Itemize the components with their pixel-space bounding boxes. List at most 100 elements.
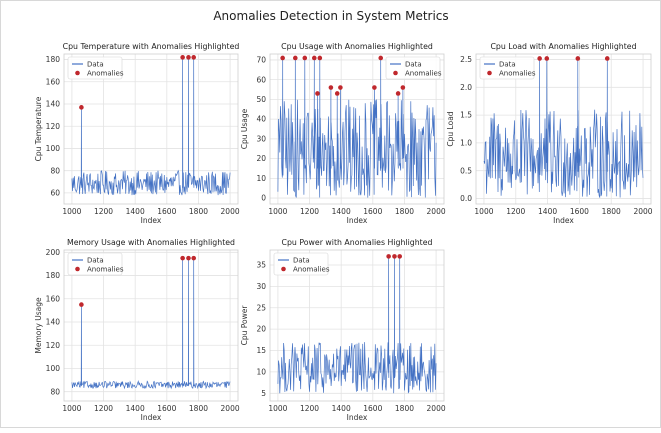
y-tick-label: 35 — [256, 261, 266, 270]
y-tick-label: 200 — [46, 248, 61, 257]
y-tick-label: 0.0 — [460, 194, 472, 203]
anomaly-point — [79, 302, 84, 307]
subplot-5: 1000 1200 1400 1600 1800 2000 5 10 15 20 25 30 35 Cpu… — [240, 238, 446, 422]
x-tick-label: 1200 — [94, 207, 113, 216]
series-line-data — [277, 57, 437, 198]
anomaly-point — [293, 55, 298, 61]
x-tick-label: 2000 — [221, 207, 240, 216]
x-tick-label: 1000 — [62, 207, 81, 216]
x-tick-label: 2000 — [427, 207, 446, 216]
x-axis-label: Index — [141, 216, 162, 225]
x-tick-label: 1800 — [395, 207, 414, 216]
x-tick-label: 1600 — [363, 404, 382, 413]
x-tick-label: 1000 — [268, 404, 287, 413]
y-tick-label: 0.5 — [460, 166, 472, 175]
x-tick-label: 1200 — [94, 404, 113, 413]
subplot-title: Cpu Usage with Anomalies Highlighted — [281, 42, 433, 51]
y-tick-label: 1.5 — [460, 111, 472, 120]
x-tick-label: 1600 — [157, 404, 176, 413]
y-tick-label: 15 — [256, 346, 266, 355]
x-axis-label: Index — [347, 216, 368, 225]
legend-label-anomalies: Anomalies — [87, 266, 124, 274]
y-tick-label: 70 — [256, 56, 266, 65]
x-tick-label: 2000 — [427, 404, 446, 413]
anomaly-point — [575, 56, 581, 61]
x-tick-label: 1400 — [332, 404, 351, 413]
subplot-title: Cpu Temperature with Anomalies Highlight… — [63, 42, 240, 51]
y-tick-label: 100 — [46, 364, 61, 373]
y-tick-label: 180 — [46, 55, 61, 64]
y-axis-label: Cpu Load — [446, 111, 455, 146]
subplot-3: 1000 1200 1400 1600 1800 2000 0.0 0.5 1.0 1.5 2.0 2… — [446, 42, 653, 225]
anomaly-point — [191, 55, 197, 60]
x-tick-label: 1000 — [268, 207, 287, 216]
anomaly-point — [180, 55, 185, 60]
x-tick-label: 1800 — [602, 207, 621, 216]
x-tick-label: 2000 — [633, 207, 652, 216]
legend-marker-anomalies — [487, 70, 492, 76]
y-tick-label: 2.0 — [460, 83, 472, 92]
plot-frame — [63, 53, 239, 205]
anomaly-point — [544, 56, 550, 61]
legend-marker-anomalies — [393, 70, 398, 76]
plot-frame — [269, 53, 445, 205]
anomaly-point — [378, 55, 384, 61]
y-axis-label: Cpu Power — [240, 305, 249, 346]
y-tick-label: 140 — [46, 100, 61, 109]
x-tick-label: 1800 — [189, 207, 208, 216]
anomaly-point — [311, 55, 317, 61]
legend-label-anomalies: Anomalies — [499, 70, 536, 78]
y-axis-label: Cpu Usage — [240, 108, 249, 149]
y-tick-label: 80 — [50, 387, 60, 396]
anomaly-point — [280, 55, 285, 61]
anomaly-point — [315, 91, 320, 96]
series-line-data — [277, 256, 437, 394]
legend-label-data: Data — [87, 257, 104, 265]
y-tick-label: 160 — [46, 294, 61, 303]
y-tick-label: 1.0 — [460, 138, 472, 147]
anomaly-point — [186, 255, 191, 261]
subplot-title: Cpu Load with Anomalies Highlighted — [490, 42, 636, 51]
series-line-data — [483, 58, 644, 198]
y-tick-label: 40 — [256, 115, 266, 124]
legend-label-data: Data — [499, 61, 516, 69]
x-tick-label: 1200 — [300, 207, 319, 216]
legend-marker-anomalies — [75, 266, 80, 272]
y-tick-label: 100 — [46, 144, 61, 153]
y-tick-label: 120 — [46, 122, 61, 131]
subplot-2: 1000 1200 1400 1600 1800 2000 0 10 20 30 40 50 60 70 C… — [240, 42, 446, 225]
y-tick-label: 60 — [50, 188, 60, 197]
y-tick-label: 140 — [46, 318, 61, 327]
y-tick-label: 30 — [256, 134, 266, 143]
y-tick-label: 20 — [256, 154, 266, 163]
y-tick-label: 120 — [46, 341, 61, 350]
y-tick-label: 0 — [261, 194, 266, 203]
legend-label-anomalies: Anomalies — [405, 70, 442, 78]
y-tick-label: 10 — [256, 368, 266, 377]
x-tick-label: 1200 — [506, 207, 525, 216]
x-tick-label: 1200 — [300, 404, 319, 413]
legend-box — [479, 56, 535, 80]
legend-marker-anomalies — [281, 266, 286, 272]
y-axis-label: Memory Usage — [34, 297, 43, 354]
x-tick-label: 1600 — [157, 207, 176, 216]
anomaly-point — [302, 55, 308, 61]
x-tick-label: 1600 — [363, 207, 382, 216]
anomaly-point — [186, 55, 191, 60]
x-tick-label: 1400 — [538, 207, 557, 216]
x-tick-label: 2000 — [221, 404, 240, 413]
plot-frame — [63, 249, 239, 402]
x-tick-label: 1400 — [126, 404, 145, 413]
anomaly-point — [604, 56, 610, 61]
subplot-title: Cpu Power with Anomalies Highlighted — [282, 238, 433, 247]
y-tick-label: 5 — [261, 389, 266, 398]
legend-box — [67, 252, 123, 276]
plot-frame — [475, 53, 652, 205]
plot-frame — [269, 249, 445, 402]
y-tick-label: 10 — [256, 174, 266, 183]
x-axis-label: Index — [347, 413, 368, 422]
